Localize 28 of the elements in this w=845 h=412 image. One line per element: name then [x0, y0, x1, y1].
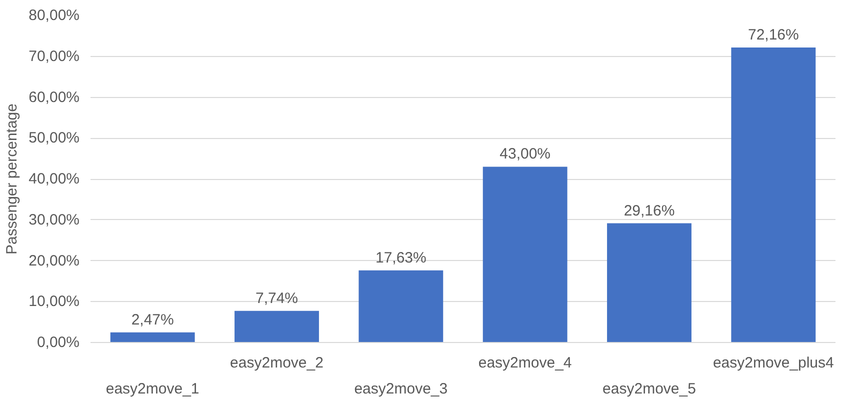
bar	[358, 270, 444, 342]
data-label: 43,00%	[500, 146, 551, 163]
data-label: 17,63%	[375, 249, 426, 266]
y-tick-label: 60,00%	[28, 88, 80, 106]
y-tick-label: 20,00%	[28, 252, 80, 270]
x-tick-label: easy2move_plus4	[712, 354, 834, 372]
x-tick-label: easy2move_4	[478, 354, 572, 372]
data-label: 29,16%	[624, 202, 675, 220]
y-tick-label: 30,00%	[28, 211, 80, 228]
data-label: 72,16%	[748, 26, 799, 44]
y-tick-label: 50,00%	[28, 130, 80, 147]
bar	[482, 166, 568, 342]
x-tick-label: easy2move_3	[354, 380, 448, 398]
data-label: 7,74%	[255, 290, 298, 307]
data-label: 2,47%	[131, 311, 174, 328]
y-axis-title: Passenger percentage	[4, 104, 21, 254]
bar	[607, 223, 692, 342]
bar	[234, 310, 319, 342]
bar	[110, 332, 195, 342]
y-tick-label: 10,00%	[28, 293, 80, 310]
y-tick-label: 40,00%	[28, 170, 80, 188]
bar	[731, 48, 816, 342]
y-tick-label: 70,00%	[28, 48, 80, 65]
x-tick-label: easy2move_1	[106, 380, 200, 398]
x-tick-label: easy2move_5	[602, 380, 696, 398]
y-tick-label: 80,00%	[28, 7, 80, 24]
y-tick-label: 0,00%	[36, 334, 80, 351]
x-tick-label: easy2move_2	[230, 354, 324, 372]
